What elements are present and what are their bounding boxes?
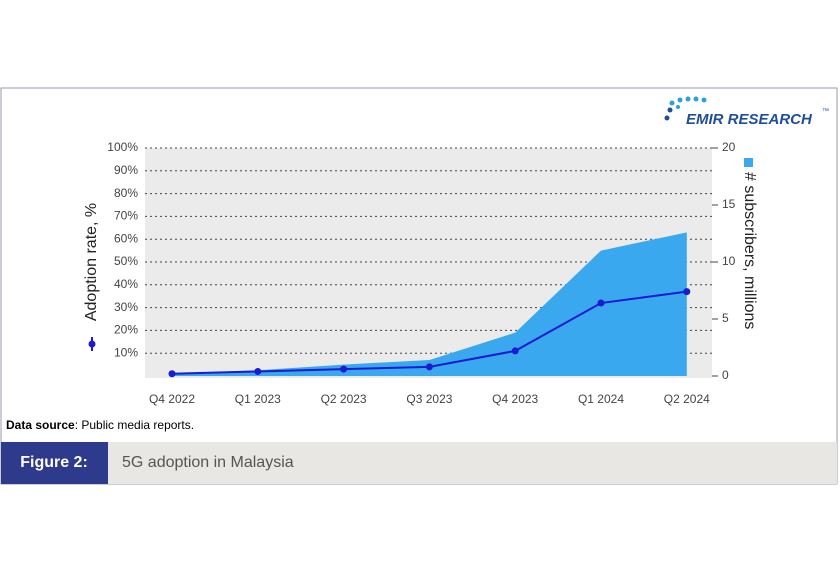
x-tick-label: Q2 2023: [321, 392, 367, 406]
figure-label-box: [1, 442, 108, 484]
x-tick-label: Q1 2023: [235, 392, 281, 406]
point: [425, 363, 433, 371]
y-tick-label: 90%: [114, 163, 138, 177]
point: [683, 288, 691, 296]
y-tick-label: 30%: [114, 300, 138, 314]
point: [340, 365, 348, 373]
point: [511, 347, 519, 355]
y2-tick-label: 0: [722, 368, 729, 382]
y-axis-label: Adoption rate, %: [83, 203, 100, 321]
point: [254, 367, 262, 375]
legend-marker: [88, 340, 96, 348]
y2-tick-label: 5: [722, 311, 729, 325]
point: [597, 299, 605, 307]
y2-axis-label: # subscribers, millions: [741, 172, 758, 329]
logo: EMIR RESEARCH ™: [664, 96, 829, 128]
y-tick-label: 10%: [114, 345, 138, 359]
y-tick-label: 60%: [114, 231, 138, 245]
caption-bar: [1, 442, 837, 484]
y2-tick-label: 20: [722, 140, 736, 154]
y-tick-label: 100%: [107, 140, 138, 154]
point: [168, 370, 176, 378]
x-tick-label: Q2 2024: [664, 392, 710, 406]
y2-tick-label: 10: [722, 254, 736, 268]
y-tick-label: 50%: [114, 254, 138, 268]
legend-square: [744, 158, 753, 167]
y-tick-label: 40%: [114, 277, 138, 291]
area: [172, 232, 687, 376]
y-tick-label: 20%: [114, 323, 138, 337]
figure-caption: 5G adoption in Malaysia: [122, 454, 294, 471]
figure-label: Figure 2:: [20, 454, 88, 471]
x-tick-label: Q4 2022: [149, 392, 195, 406]
y2-tick-label: 15: [722, 197, 736, 211]
y-tick-label: 80%: [114, 186, 138, 200]
source: Data source: Public media reports.: [6, 418, 194, 432]
x-tick-label: Q3 2023: [406, 392, 452, 406]
logo-tm: ™: [822, 108, 829, 115]
logo-text: EMIR RESEARCH: [686, 111, 813, 128]
y-tick-label: 70%: [114, 209, 138, 223]
x-tick-label: Q4 2023: [492, 392, 538, 406]
source-text: : Public media reports.: [75, 418, 194, 432]
source-label: Data source: [6, 418, 75, 432]
x-tick-label: Q1 2024: [578, 392, 624, 406]
